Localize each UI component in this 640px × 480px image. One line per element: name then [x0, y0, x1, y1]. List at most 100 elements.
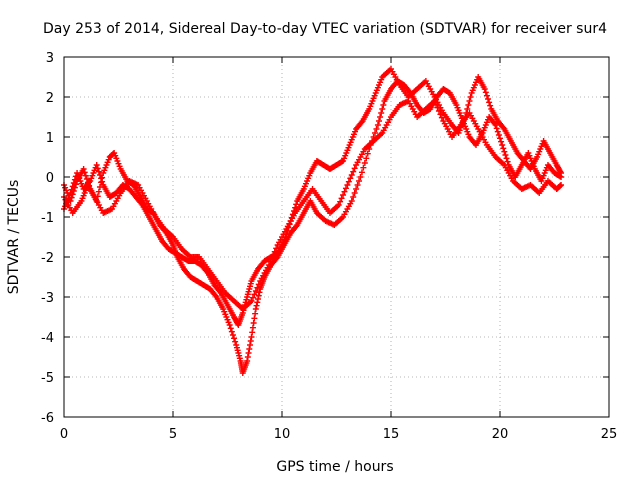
data-point — [493, 125, 500, 132]
data-point — [82, 172, 89, 179]
data-point — [244, 354, 251, 360]
data-point — [248, 298, 255, 304]
data-point — [281, 238, 288, 244]
data-point — [464, 106, 471, 112]
data-point — [378, 110, 385, 116]
data-point — [558, 170, 565, 176]
data-point — [431, 98, 438, 104]
plot-frame — [63, 56, 610, 418]
data-point — [494, 128, 501, 135]
data-point — [342, 185, 349, 192]
data-point — [350, 168, 357, 175]
data-point — [70, 180, 77, 186]
data-point — [249, 324, 256, 331]
y-tick-label: -6 — [41, 411, 54, 426]
data-point — [81, 169, 88, 176]
data-point — [347, 175, 354, 182]
x-tick-label: 5 — [169, 427, 177, 442]
data-point — [485, 96, 492, 102]
data-point — [372, 130, 379, 136]
data-point — [69, 183, 76, 190]
data-point — [245, 350, 252, 356]
data-point — [95, 168, 102, 175]
data-point — [231, 335, 238, 342]
y-tick-label: -4 — [41, 331, 54, 346]
data-point — [492, 122, 499, 128]
data-point — [247, 338, 254, 344]
data-point — [244, 358, 251, 364]
data-point — [273, 245, 280, 252]
y-tick-label: -2 — [41, 251, 54, 266]
data-point — [226, 322, 233, 328]
data-point — [498, 138, 505, 145]
data-point — [502, 152, 509, 158]
data-point — [467, 94, 474, 100]
data-point — [256, 289, 263, 296]
data-point — [99, 178, 106, 185]
data-point — [227, 325, 234, 332]
data-point — [252, 310, 259, 317]
data-point — [335, 202, 342, 208]
data-point — [267, 258, 274, 265]
data-point — [435, 108, 442, 114]
data-point — [253, 302, 260, 309]
data-point — [68, 186, 75, 193]
y-tick-label: -3 — [41, 291, 54, 306]
data-point — [379, 106, 386, 112]
data-point — [252, 288, 259, 294]
data-point — [271, 248, 278, 255]
data-point — [438, 114, 445, 121]
data-point — [354, 182, 361, 188]
data-point — [348, 172, 355, 178]
y-tick-label: -1 — [41, 211, 54, 226]
data-point — [94, 165, 101, 172]
data-point — [268, 255, 275, 262]
data-point — [255, 281, 262, 288]
data-point — [501, 148, 508, 155]
data-point — [495, 132, 502, 138]
data-point — [71, 176, 78, 183]
data-point — [255, 296, 262, 302]
data-point — [363, 155, 370, 162]
data-point — [497, 135, 503, 142]
data-point — [503, 155, 510, 162]
data-point — [360, 164, 367, 171]
data-point — [558, 182, 565, 188]
y-tick-labels: -6 -5 -4 -3 -2 -1 0 1 2 3 — [41, 51, 54, 426]
data-point — [433, 101, 440, 108]
data-point — [356, 178, 363, 184]
data-point — [251, 291, 258, 298]
x-axis-label: GPS time / hours — [276, 459, 393, 475]
data-point — [344, 182, 351, 188]
data-point — [373, 126, 380, 132]
data-point — [337, 198, 344, 205]
data-point — [251, 315, 258, 322]
data-point — [500, 145, 507, 152]
axis-ticks — [63, 56, 610, 418]
data-point — [351, 190, 358, 196]
data-point — [499, 142, 506, 148]
x-tick-labels: 0 5 10 15 20 25 — [60, 427, 617, 442]
data-point — [437, 111, 444, 118]
data-point — [466, 98, 473, 104]
data-point — [481, 86, 488, 92]
data-point — [482, 89, 489, 96]
data-point — [357, 174, 364, 180]
data-point — [341, 188, 348, 195]
data-point — [353, 186, 360, 192]
data-point — [340, 192, 347, 198]
data-point — [247, 342, 254, 348]
chart-title: Day 253 of 2014, Sidereal Day-to-day VTE… — [43, 21, 607, 37]
data-point — [96, 172, 103, 178]
data-point — [95, 188, 102, 195]
data-point — [364, 150, 371, 157]
y-tick-label: 3 — [46, 51, 54, 66]
data-point — [80, 166, 87, 172]
data-point — [380, 102, 387, 108]
data-point — [483, 92, 490, 99]
data-point — [246, 346, 253, 352]
data-point — [338, 195, 345, 202]
data-points — [61, 66, 565, 376]
data-point — [229, 332, 236, 338]
